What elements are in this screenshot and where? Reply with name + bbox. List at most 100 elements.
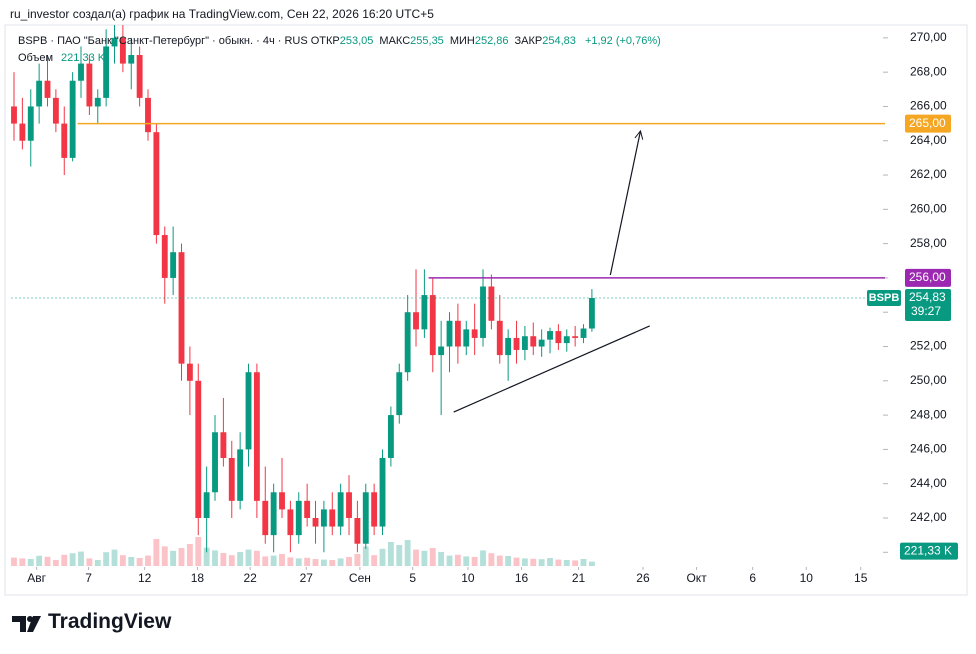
x-tick-label: 10 [461,571,475,585]
candle-body [136,55,143,98]
volume-bar [454,554,461,566]
x-tick-label: Авг [27,571,46,585]
volume-bar [36,555,43,566]
candle-body [480,286,486,338]
candle-body [212,432,218,493]
volume-bar [295,558,302,566]
candle-body [488,286,495,321]
ohlc-value: 252,86 [474,35,509,47]
candle-body [44,80,51,98]
candle-body [237,449,244,501]
volume-bar [513,557,520,566]
y-tick-label: 252,00 [910,339,947,353]
volume-bar [429,548,436,566]
candle-body [379,457,386,527]
y-tick-label: 268,00 [910,64,947,78]
candle-body [396,372,403,416]
candle-body [128,55,135,64]
volume-bar [195,537,202,566]
volume-bar [337,558,344,566]
volume-bar [153,539,160,566]
legend: BSPB · ПАО "Банк "Санкт-Петербург" · обы… [18,35,667,47]
volume-bar [354,554,361,566]
ohlc-label: МИН [449,35,475,47]
x-tick-label: 10 [800,571,814,585]
ohlc-label: МАКС [379,35,411,47]
ohlc-value: 254,83 [542,35,576,47]
volume-legend: Объем 221,33 K [18,52,105,64]
candle-body [86,63,93,107]
candle-body [279,492,285,510]
volume-bar [555,559,562,566]
volume-bar [480,550,486,566]
candle-body [312,517,319,527]
candle-body [429,295,436,356]
x-tick-label: 16 [515,571,529,585]
volume-bar [136,558,143,566]
volume-bar [304,557,311,566]
price-tag-label: 265,00 [909,116,946,130]
volume-bar [111,549,118,566]
volume-bar [61,554,68,566]
volume-bar [228,555,235,566]
candle-body [36,80,43,107]
volume-bar [212,550,218,566]
candle-body [287,509,294,536]
candle-body [346,492,352,518]
volume-bar [52,560,59,566]
candle-body [563,336,570,344]
candle-body [588,297,595,329]
x-tick-label: Окт [686,571,707,585]
x-tick-label: 18 [191,571,205,585]
candle-body [61,123,68,158]
last-price-tag [905,288,951,321]
volume-tag [900,542,958,560]
candle-body [362,492,369,544]
candle-body [329,509,336,527]
x-tick-label: 6 [749,571,756,585]
candle-body [320,509,327,527]
volume-bar [438,552,445,566]
candle-body [228,457,235,501]
volume-bar [287,557,294,566]
volume-bar [320,559,327,566]
x-tick-label: 7 [85,571,92,585]
candle-body [513,337,520,350]
volume-bar [203,547,210,566]
candle-body [111,37,118,47]
candle-body [295,500,302,536]
volume-bar [463,556,470,566]
volume-bar [521,558,528,566]
candle-body [521,336,528,350]
volume-bar [94,560,101,566]
x-tick-label: 26 [636,571,650,585]
candle-body [145,97,151,133]
volume-bar [128,557,135,566]
candle-body [262,500,269,536]
candle-body [170,252,177,278]
candle-body [371,492,378,527]
y-tick-label: 260,00 [910,202,947,216]
volume-bar [119,555,126,566]
candle-body [161,235,168,278]
candle-body [195,380,202,518]
y-tick-label: 258,00 [910,236,947,250]
volume-bar [178,548,185,566]
candle-body [471,329,478,338]
symbol-tag-label: BSPB [869,292,900,304]
ohlc-label: ЗАКР [514,35,543,47]
candle-body [119,37,126,64]
candle-body [270,492,277,536]
volume-bar [11,557,17,566]
candle-body [245,372,252,450]
volume-bar [312,559,319,566]
candle-body [538,339,545,347]
price-tag [905,114,951,133]
volume-bar [86,558,93,566]
volume-bar [78,551,84,566]
y-tick-label: 262,00 [910,167,947,181]
candle-body [413,312,419,330]
change: +1,92 (+0,76%) [584,35,661,47]
x-tick-label: 22 [244,571,258,585]
volume-bar [69,553,76,566]
